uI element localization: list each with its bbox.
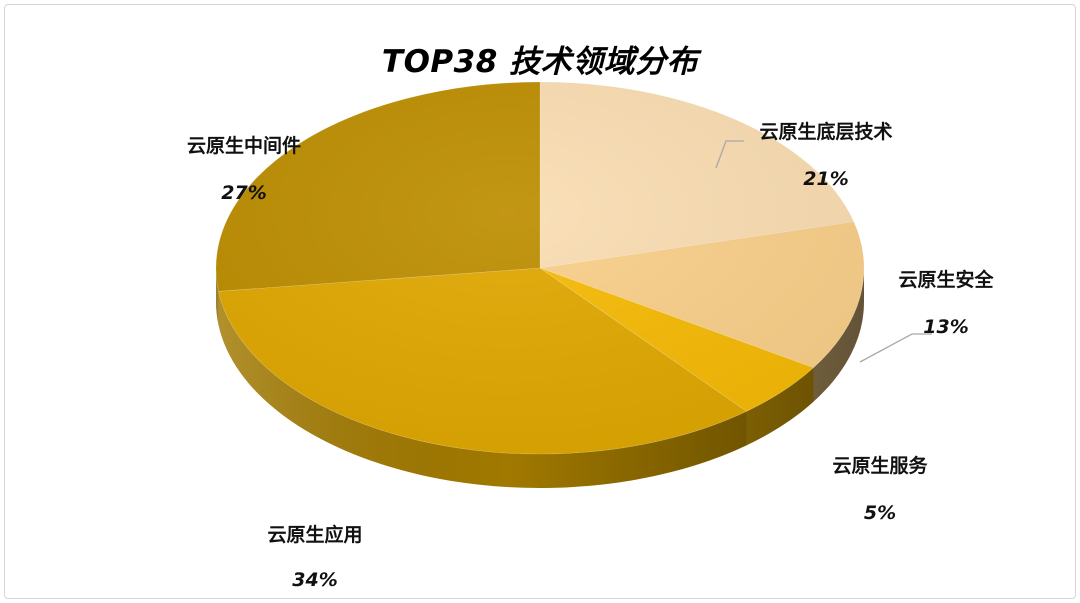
slice-value-label-0: 21% <box>803 168 848 190</box>
pie-side-shading <box>216 268 864 488</box>
slice-value-label-1: 13% <box>923 316 968 338</box>
pie-sides <box>216 268 864 488</box>
slice-name-label-0: 云原生底层技术 <box>759 120 892 143</box>
leader-lines <box>715 140 932 363</box>
slice-name-label-2: 云原生服务 <box>832 454 928 477</box>
slice-value-label-2: 5% <box>864 502 896 524</box>
slice-value-label-3: 34% <box>292 569 337 591</box>
pie-top-shading <box>216 82 864 454</box>
chart-frame <box>4 4 1076 599</box>
slice-name-label-3: 云原生应用 <box>267 523 362 546</box>
slice-value-label-4: 27% <box>221 182 266 204</box>
slice-name-label-1: 云原生安全 <box>898 268 994 291</box>
slice-labels: 云原生底层技术 21% 云原生安全 13% 云原生服务 5% 云原生应用 34% 云原生中间件 2… <box>187 120 995 591</box>
leader-line-0 <box>715 140 744 169</box>
slice-name-label-4: 云原生中间件 <box>187 134 301 157</box>
pie-tops <box>215 81 865 455</box>
chart-title: TOP38 技术领域分布 <box>381 44 699 80</box>
leader-line-1 <box>859 333 932 363</box>
